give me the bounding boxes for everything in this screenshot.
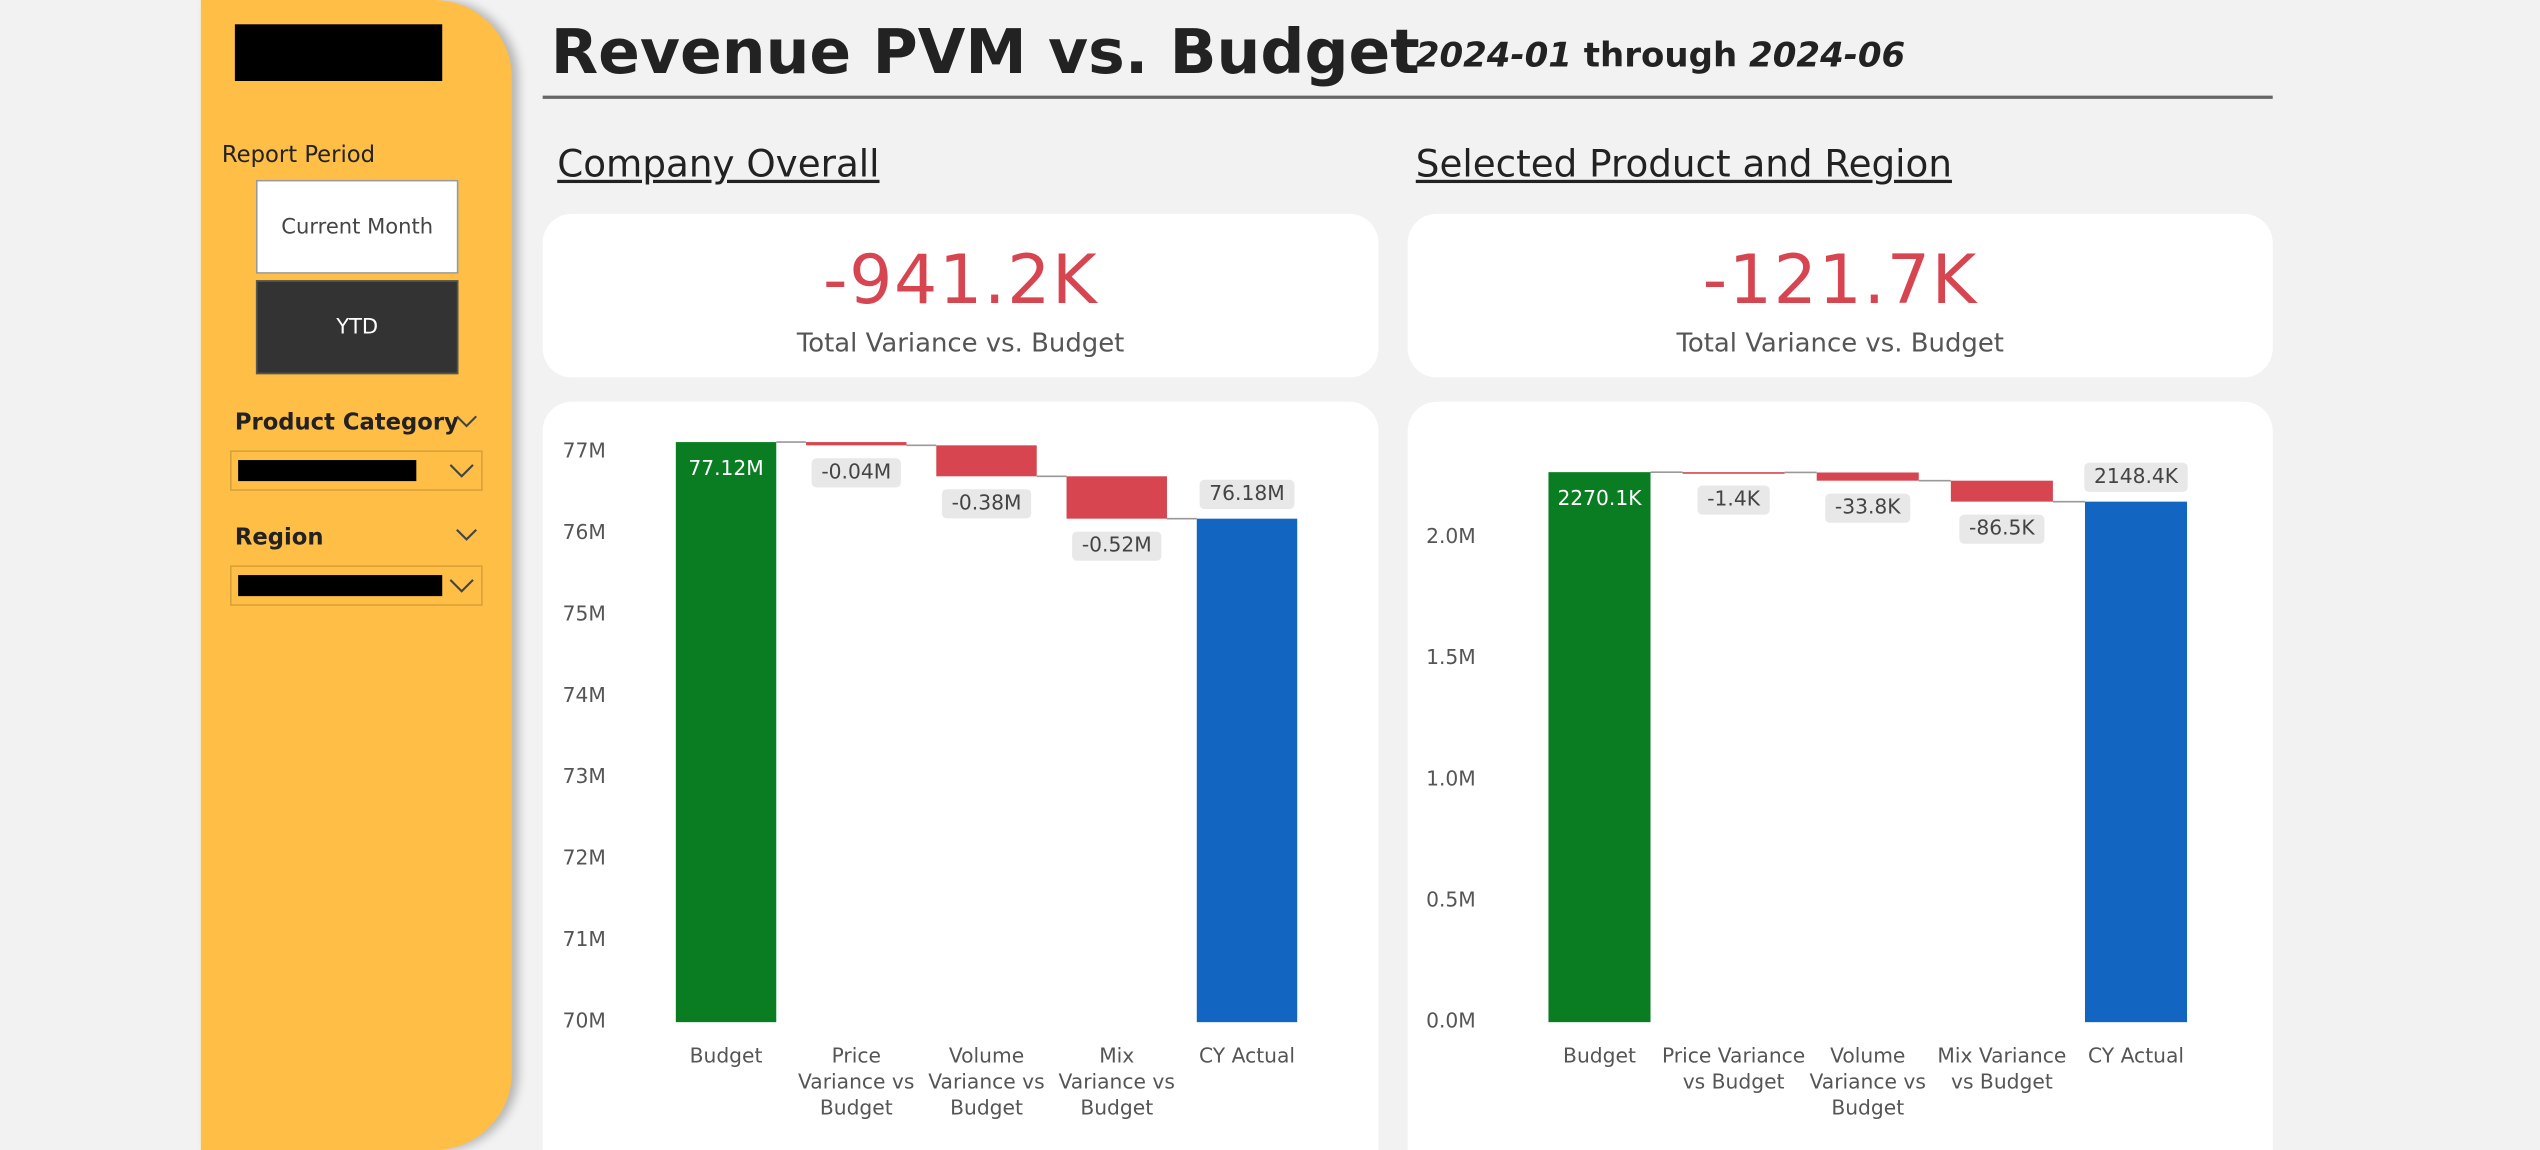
- bar: [806, 442, 907, 446]
- y-tick-label: 74M: [563, 683, 606, 707]
- y-tick-label: 77M: [563, 438, 606, 462]
- bar: [1816, 472, 1919, 481]
- y-tick-label: 76M: [563, 520, 606, 544]
- y-tick-label: 72M: [563, 846, 606, 870]
- section-heading: Selected Product and Region: [1415, 144, 1952, 187]
- y-tick-label: 0.5M: [1426, 888, 1476, 912]
- bar: [1950, 480, 2053, 502]
- period-connector: through: [1583, 35, 1738, 75]
- bar: [2084, 501, 2188, 1023]
- x-tick-label: Mix Variance vs Budget: [1937, 1043, 2067, 1094]
- x-tick-label: Budget: [689, 1043, 763, 1068]
- title: Revenue PVM vs. Budget: [550, 16, 1420, 88]
- data-label-bg: [1959, 514, 2045, 544]
- logo-redacted: [234, 24, 443, 81]
- ytd-button[interactable]: YTD: [255, 280, 459, 375]
- kpi-card: -941.2K Total Variance vs. Budget: [542, 213, 1379, 378]
- x-tick-label: CY Actual: [2087, 1043, 2185, 1068]
- data-label: -0.04M: [821, 459, 891, 483]
- redacted: [238, 575, 443, 597]
- kpi-label: Total Variance vs. Budget: [1676, 327, 2004, 358]
- y-tick-label: 1.5M: [1426, 645, 1476, 669]
- period-start: 2024-01: [1415, 35, 1572, 75]
- region-dropdown[interactable]: [230, 565, 483, 606]
- y-tick-label: 70M: [563, 1009, 606, 1033]
- y-tick-label: 2.0M: [1426, 524, 1476, 548]
- bar: [936, 445, 1037, 477]
- data-label: 77.12M: [688, 456, 763, 480]
- redacted: [238, 460, 417, 482]
- chevron: [449, 464, 474, 478]
- data-label: -0.38M: [952, 490, 1022, 514]
- product-category-label: Product Category: [234, 409, 459, 436]
- chevron: [456, 415, 477, 428]
- data-label: 2148.4K: [2094, 464, 2179, 488]
- bar: [675, 442, 777, 1023]
- kpi-card: -121.7K Total Variance vs. Budget: [1407, 213, 2273, 378]
- data-label-bg: [1199, 479, 1295, 509]
- y-tick-label: 0.0M: [1426, 1009, 1476, 1033]
- data-label: -33.8K: [1835, 495, 1901, 519]
- data-label: -86.5K: [1969, 516, 2035, 540]
- current-month-button[interactable]: Current Month: [255, 179, 459, 274]
- data-label: 76.18M: [1209, 481, 1284, 505]
- x-tick-label: Mix Variance vs Budget: [1058, 1043, 1175, 1120]
- x-tick-label: Volume Variance vs Budget: [928, 1043, 1045, 1120]
- x-tick-label: Price Variance vs Budget: [798, 1043, 915, 1120]
- y-tick-label: 73M: [563, 764, 606, 788]
- data-label: -1.4K: [1707, 487, 1760, 511]
- period-end: 2024-06: [1749, 35, 1906, 75]
- x-tick-label: Volume Variance vs Budget: [1809, 1043, 1926, 1120]
- data-label: -0.52M: [1082, 533, 1152, 557]
- y-tick-label: 75M: [563, 601, 606, 625]
- data-label-bg: [811, 458, 901, 488]
- chevron: [449, 579, 474, 593]
- period: 2024-01 through 2024-06: [1416, 36, 1905, 75]
- bar: [1682, 472, 1785, 474]
- product-category-dropdown[interactable]: [230, 450, 483, 491]
- y-tick-label: 1.0M: [1426, 766, 1476, 790]
- region-label: Region: [234, 524, 324, 551]
- data-label-bg: [1697, 485, 1770, 515]
- bar: [1066, 476, 1167, 519]
- bar: [1196, 518, 1298, 1023]
- bar: [1548, 472, 1651, 1023]
- kpi-value: -121.7K: [1702, 239, 1978, 320]
- data-label: 2270.1K: [1557, 486, 1642, 510]
- y-tick-label: 71M: [563, 927, 606, 951]
- x-tick-label: Price Variance vs Budget: [1661, 1043, 1806, 1094]
- kpi-label: Total Variance vs. Budget: [796, 327, 1125, 358]
- x-tick-label: Budget: [1563, 1043, 1636, 1068]
- data-label-bg: [1072, 531, 1162, 561]
- data-label-bg: [2084, 462, 2188, 492]
- section-heading: Company Overall: [557, 144, 880, 187]
- data-label-bg: [941, 489, 1032, 519]
- chevron: [456, 528, 477, 541]
- kpi-value: -941.2K: [822, 239, 1099, 320]
- x-tick-label: CY Actual: [1198, 1043, 1296, 1068]
- report-period-label: Report Period: [221, 142, 376, 169]
- data-label-bg: [1825, 493, 1911, 523]
